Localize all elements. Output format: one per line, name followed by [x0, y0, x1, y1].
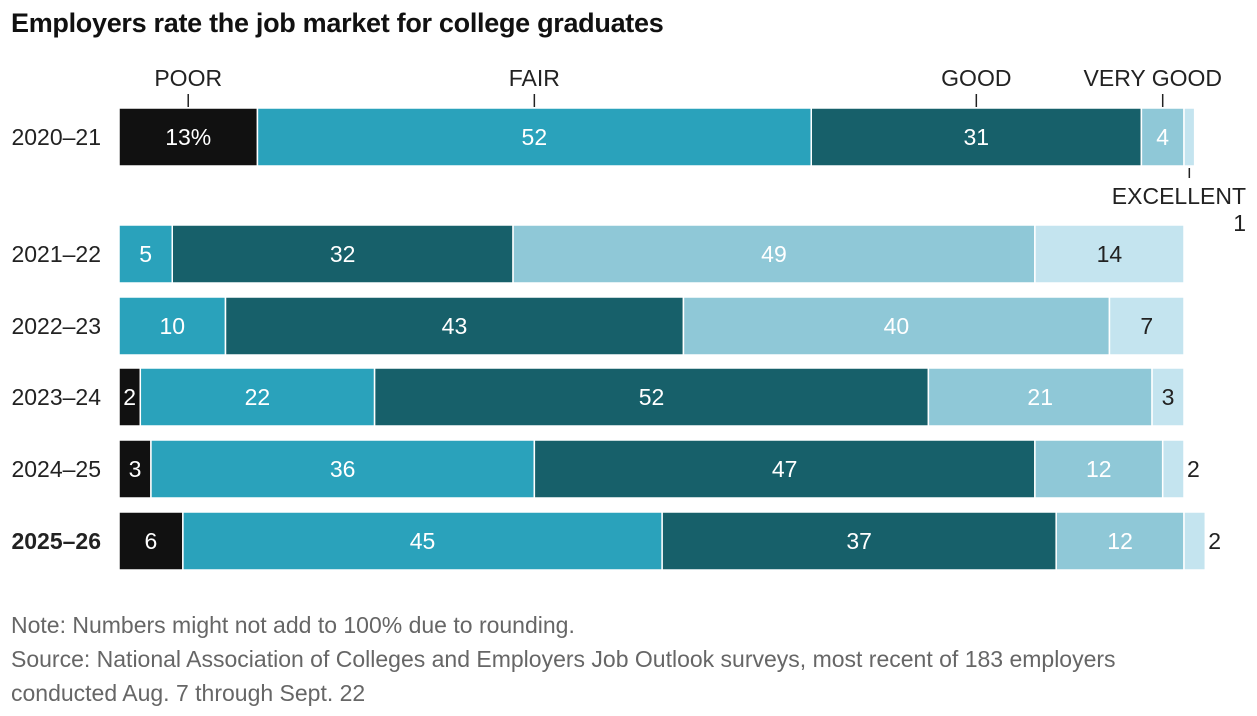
- source-line-2: conducted Aug. 7 through Sept. 22: [11, 680, 366, 706]
- category-label: 2022–23: [11, 313, 101, 339]
- bar-segment-fair: [118, 296, 227, 356]
- bar-segment-excellent: [1183, 511, 1207, 571]
- category-label: 2021–22: [11, 241, 101, 267]
- bar-segment-fair: [139, 367, 376, 427]
- value-label: 40: [884, 313, 910, 339]
- value-label: 45: [410, 528, 436, 554]
- value-label: 22: [245, 384, 271, 410]
- value-label: 47: [772, 456, 798, 482]
- value-label: 32: [330, 241, 356, 267]
- category-label: 2020–21: [11, 124, 101, 150]
- bar-segment-good: [810, 107, 1143, 167]
- bar-segment-very_good: [512, 224, 1036, 284]
- value-label: 43: [442, 313, 468, 339]
- legend-label-excellent: EXCELLENT: [1112, 183, 1246, 209]
- bar-segment-excellent: [1151, 367, 1185, 427]
- value-label: 4: [1156, 124, 1169, 150]
- value-label: 6: [145, 528, 158, 554]
- value-label: 21: [1027, 384, 1053, 410]
- legend-label-good: GOOD: [941, 65, 1011, 91]
- bar-segment-good: [373, 367, 930, 427]
- value-label: 10: [159, 313, 185, 339]
- bar-segment-fair: [150, 439, 536, 499]
- value-label: 5: [139, 241, 152, 267]
- bar-segment-good: [171, 224, 514, 284]
- value-label: 36: [330, 456, 356, 482]
- value-label: 1: [1233, 210, 1246, 236]
- bar-segment-poor: [118, 439, 152, 499]
- value-label: 52: [522, 124, 548, 150]
- bar-segment-fair: [118, 224, 173, 284]
- category-label: 2024–25: [11, 456, 101, 482]
- bar-segment-very_good: [682, 296, 1111, 356]
- value-label: 31: [964, 124, 990, 150]
- legend-label-fair: FAIR: [509, 65, 560, 91]
- chart-title: Employers rate the job market for colleg…: [11, 8, 664, 38]
- legend-label-very_good: VERY GOOD: [1084, 65, 1222, 91]
- value-label: 2: [1187, 456, 1200, 482]
- bar-segment-fair: [256, 107, 812, 167]
- rounding-note: Note: Numbers might not add to 100% due …: [11, 612, 575, 638]
- bar-segment-very_good: [1140, 107, 1185, 167]
- value-label: 52: [639, 384, 665, 410]
- bar-segment-excellent: [1034, 224, 1185, 284]
- category-label: 2023–24: [11, 384, 101, 410]
- source-line-1: Source: National Association of Colleges…: [11, 646, 1116, 672]
- value-label: 13%: [165, 124, 211, 150]
- value-label: 12: [1086, 456, 1112, 482]
- category-label: 2025–26: [11, 528, 101, 554]
- legend-label-poor: POOR: [154, 65, 222, 91]
- bar-segment-good: [224, 296, 685, 356]
- bar-segment-very_good: [1055, 511, 1185, 571]
- value-label: 7: [1140, 313, 1153, 339]
- chart-footnote: Note: Numbers might not add to 100% due …: [11, 608, 1241, 710]
- bar-segment-excellent: [1183, 107, 1196, 167]
- value-label: 2: [123, 384, 136, 410]
- bar-segment-excellent: [1108, 296, 1185, 356]
- value-label: 2: [1208, 528, 1221, 554]
- bar-segment-poor: [118, 107, 259, 167]
- bar-segment-excellent: [1161, 439, 1185, 499]
- value-label: 3: [1162, 384, 1175, 410]
- bar-segment-good: [661, 511, 1057, 571]
- value-label: 12: [1107, 528, 1133, 554]
- value-label: 3: [129, 456, 142, 482]
- value-label: 37: [846, 528, 872, 554]
- value-label: 49: [761, 241, 787, 267]
- value-label: 14: [1097, 241, 1123, 267]
